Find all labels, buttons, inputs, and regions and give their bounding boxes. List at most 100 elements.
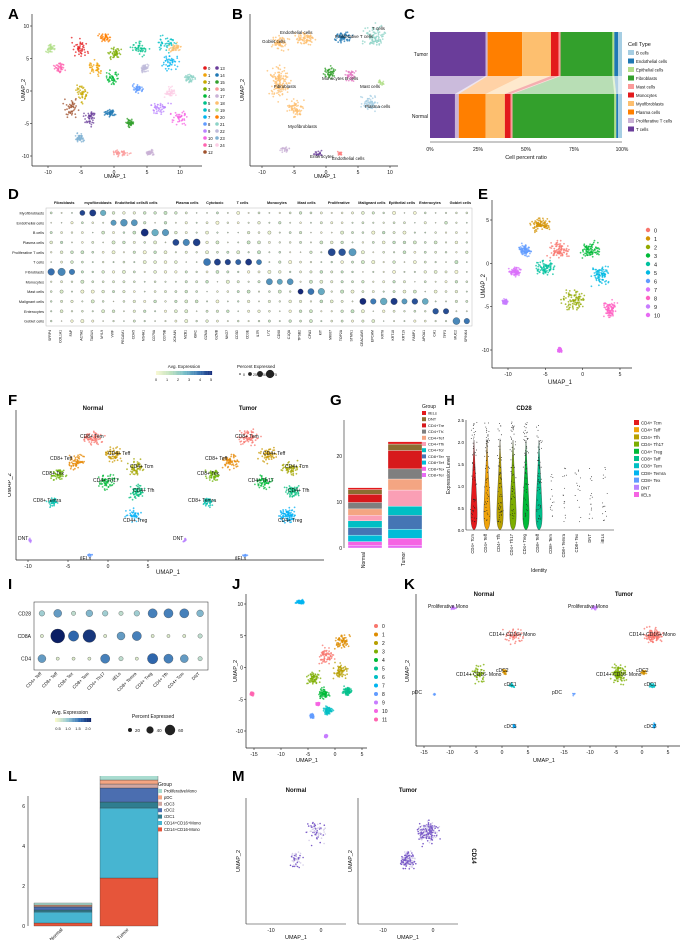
cell-point bbox=[569, 300, 572, 303]
cell-point bbox=[148, 48, 151, 50]
cell-point bbox=[366, 97, 369, 100]
cell-point bbox=[60, 67, 62, 69]
cell-point bbox=[565, 247, 568, 250]
expression-dot bbox=[123, 320, 125, 322]
gene-label: KIT bbox=[318, 330, 322, 335]
cell-point bbox=[598, 248, 601, 251]
panel-b-x-tick-label: -10 bbox=[258, 170, 265, 176]
legend-swatch bbox=[645, 304, 651, 309]
cell-point bbox=[601, 270, 604, 272]
cell-point bbox=[167, 40, 169, 43]
cell-point bbox=[538, 271, 541, 274]
cell-point bbox=[97, 34, 99, 37]
expression-dot bbox=[319, 270, 323, 274]
cell-point bbox=[290, 79, 292, 82]
expression-dot bbox=[70, 231, 74, 234]
cell-type-label: Endothelial cells bbox=[280, 30, 313, 35]
expression-dot bbox=[164, 320, 167, 322]
expression-dot bbox=[163, 260, 168, 264]
cell-point bbox=[134, 495, 136, 498]
expression-dot bbox=[132, 319, 136, 323]
cell-point bbox=[569, 303, 572, 306]
expression-dot bbox=[267, 300, 271, 303]
cell-point bbox=[344, 34, 346, 37]
cell-point bbox=[556, 241, 559, 244]
cell-point bbox=[49, 506, 51, 509]
cell-point bbox=[62, 102, 65, 105]
expression-dot bbox=[372, 251, 375, 254]
endo-cluster bbox=[294, 31, 317, 46]
cell-point bbox=[284, 80, 287, 83]
legend-swatch bbox=[215, 129, 219, 133]
cell-point bbox=[60, 68, 63, 71]
cell-point bbox=[135, 41, 137, 44]
cell-point bbox=[246, 434, 248, 437]
cell-point bbox=[557, 250, 559, 253]
cell-point bbox=[71, 112, 74, 115]
legend-swatch bbox=[422, 448, 426, 453]
cell-point bbox=[126, 154, 129, 157]
cell-point bbox=[593, 248, 596, 251]
cell-point bbox=[505, 302, 508, 305]
cell-point bbox=[119, 448, 121, 450]
panel-f-x-tick-label: 0 bbox=[107, 564, 110, 570]
cell-point bbox=[581, 305, 584, 308]
cell-point bbox=[519, 246, 522, 248]
expression-dot bbox=[370, 298, 377, 305]
cell-point bbox=[106, 478, 108, 481]
cell-point bbox=[135, 490, 138, 493]
cell-point bbox=[516, 266, 518, 269]
cell-point bbox=[295, 491, 298, 494]
expression-dot bbox=[91, 319, 95, 323]
cell-point bbox=[72, 103, 75, 106]
cell-point bbox=[279, 510, 282, 512]
cell-point bbox=[103, 38, 106, 40]
cell-point bbox=[377, 27, 379, 29]
cell-point bbox=[79, 97, 81, 100]
cell-point bbox=[558, 350, 561, 353]
cell-type-label: iIELs bbox=[80, 556, 92, 562]
cell-type-label: CD8+ Teff bbox=[50, 456, 73, 462]
cell-point bbox=[276, 47, 279, 50]
cell-point bbox=[247, 431, 250, 434]
cell-point bbox=[87, 112, 90, 115]
row-label: Monocytes bbox=[26, 280, 44, 284]
expression-dot bbox=[445, 211, 447, 214]
expression-dot bbox=[195, 231, 198, 234]
cell-point bbox=[583, 294, 586, 297]
expression-dot bbox=[236, 211, 240, 215]
cell-point bbox=[553, 253, 555, 255]
cell-point bbox=[474, 479, 476, 481]
cell-point bbox=[113, 114, 115, 117]
cell-point bbox=[138, 467, 141, 470]
cell-point bbox=[375, 32, 377, 35]
cell-point bbox=[299, 113, 302, 116]
expression-dot bbox=[319, 299, 323, 304]
cell-point bbox=[347, 34, 350, 37]
bar-category-label: Tumor bbox=[414, 52, 429, 58]
cell-point bbox=[603, 302, 605, 305]
cell-point bbox=[90, 62, 92, 65]
cell-point bbox=[366, 27, 369, 29]
cell-point bbox=[80, 101, 83, 104]
cell-point bbox=[583, 243, 586, 246]
cell-point bbox=[140, 48, 143, 50]
cell-point bbox=[166, 69, 168, 72]
cell-point bbox=[259, 474, 262, 477]
cell-point bbox=[305, 39, 307, 42]
cell-point bbox=[288, 516, 291, 519]
cell-point bbox=[295, 486, 298, 489]
cell-point bbox=[57, 65, 60, 68]
cluster-12 bbox=[62, 97, 80, 119]
cell-point bbox=[86, 91, 89, 94]
cell-point bbox=[265, 458, 267, 461]
cell-point bbox=[519, 248, 522, 251]
cell-point bbox=[611, 298, 613, 301]
cell-point bbox=[103, 484, 106, 487]
cell-point bbox=[593, 272, 596, 274]
cell-point bbox=[374, 39, 377, 41]
cell-point bbox=[277, 93, 280, 96]
cell-point bbox=[581, 257, 584, 259]
cell-point bbox=[279, 79, 281, 82]
cell-point bbox=[524, 250, 526, 253]
